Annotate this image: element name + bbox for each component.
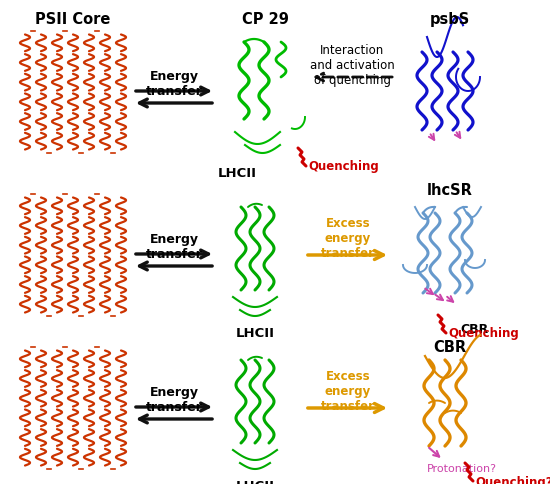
Text: Energy
transfer: Energy transfer [146,386,202,414]
Text: Quenching: Quenching [308,160,379,173]
Text: CBR: CBR [433,340,466,355]
Text: Energy
transfer: Energy transfer [146,70,202,98]
Text: lhcSR: lhcSR [427,183,473,198]
Text: CP 29: CP 29 [241,12,288,27]
Text: Quenching?: Quenching? [475,476,550,484]
Text: Energy
transfer: Energy transfer [146,233,202,261]
Text: Protonation?: Protonation? [427,464,497,474]
Text: psbS: psbS [430,12,470,27]
Text: Excess
energy
transfer: Excess energy transfer [321,217,375,260]
Text: PSII Core: PSII Core [35,12,111,27]
Text: Quenching: Quenching [448,327,519,340]
Text: LHCII: LHCII [235,480,274,484]
Text: Excess
energy
transfer: Excess energy transfer [321,370,375,413]
Text: LHCII: LHCII [217,167,256,180]
Text: CBR: CBR [460,323,488,336]
Text: Interaction
and activation
of quenching: Interaction and activation of quenching [310,44,394,87]
Text: LHCII: LHCII [235,327,274,340]
